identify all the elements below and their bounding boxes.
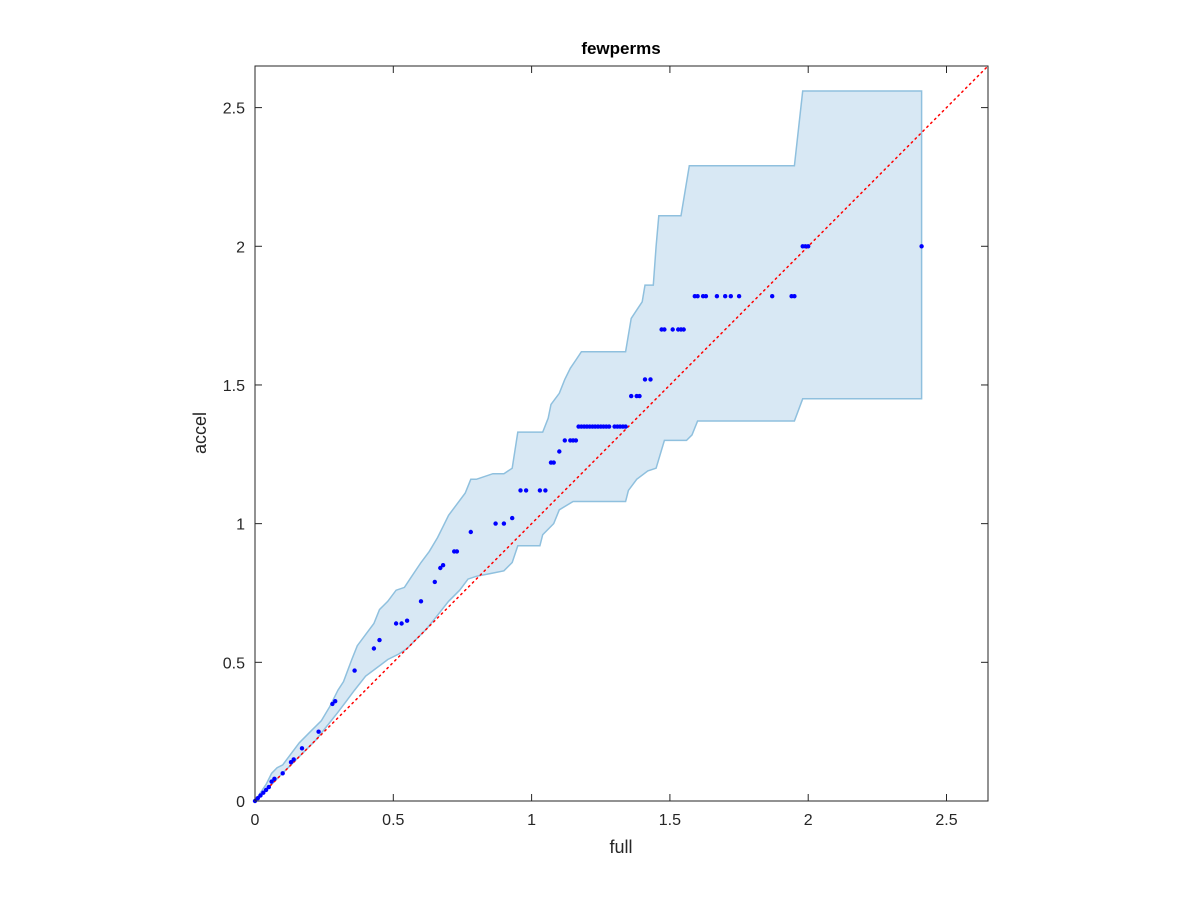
reference-line-layer: [254, 65, 989, 802]
data-point: [723, 294, 728, 299]
confidence-band-area: [254, 90, 923, 802]
y-tick-label: 1.5: [223, 378, 245, 395]
data-point: [606, 424, 612, 429]
data-point: [543, 488, 548, 493]
reference-line: [254, 65, 989, 802]
data-point: [299, 746, 305, 751]
data-point: [551, 460, 556, 465]
data-point: [792, 294, 797, 299]
data-point: [510, 515, 515, 521]
y-tick-label: 2: [236, 239, 245, 256]
data-point: [432, 579, 437, 585]
data-point: [468, 529, 473, 535]
data-point: [316, 729, 321, 734]
y-tick-label: 1: [236, 517, 245, 534]
data-point: [695, 294, 700, 299]
data-point: [404, 618, 410, 623]
y-ticks: 0 0.5 1 1.5 2 2.5: [223, 101, 988, 811]
y-tick-label: 2.5: [223, 101, 245, 118]
data-point: [440, 563, 446, 568]
confidence-band: [254, 90, 923, 802]
data-point: [371, 646, 377, 651]
x-tick-label: 1: [527, 812, 536, 829]
data-point: [670, 327, 675, 332]
axes-box: [254, 65, 989, 802]
data-point: [438, 565, 443, 571]
data-point: [770, 294, 775, 299]
chart-title: fewperms: [581, 39, 660, 58]
x-tick-label: 2: [804, 812, 813, 829]
data-point: [263, 787, 269, 793]
x-tick-label: 1.5: [659, 812, 681, 829]
data-point: [352, 668, 357, 673]
data-point: [333, 699, 338, 704]
data-point: [255, 796, 260, 801]
data-point: [493, 521, 498, 526]
x-tick-label: 2.5: [935, 812, 957, 829]
data-point: [703, 294, 709, 299]
data-point: [261, 790, 266, 795]
data-point: [557, 449, 562, 454]
data-point: [642, 377, 648, 382]
data-point: [258, 793, 263, 798]
data-point: [280, 771, 285, 776]
data-point: [266, 784, 271, 790]
data-point: [418, 599, 424, 604]
data-point: [573, 438, 579, 443]
data-point: [518, 488, 523, 493]
y-axis-label: accel: [190, 412, 210, 454]
data-point: [714, 294, 720, 299]
data-point: [562, 438, 567, 443]
data-point: [291, 757, 296, 762]
x-tick-label: 0: [251, 812, 260, 829]
data-point: [330, 701, 335, 707]
x-tick-label: 0.5: [382, 812, 404, 829]
data-point: [662, 327, 667, 332]
data-point: [501, 521, 507, 526]
data-point: [919, 244, 924, 249]
data-point: [272, 776, 277, 781]
data-point: [377, 637, 382, 643]
data-point: [523, 488, 529, 493]
data-point: [736, 294, 742, 299]
data-point: [288, 760, 294, 765]
y-tick-label: 0: [236, 794, 245, 811]
data-point: [269, 779, 274, 784]
x-ticks: 0 0.5 1 1.5 2 2.5: [251, 66, 958, 829]
data-points: [252, 244, 924, 804]
data-point: [629, 393, 634, 399]
x-axis-label: full: [609, 837, 632, 857]
data-point: [806, 244, 811, 249]
y-tick-label: 0.5: [223, 655, 245, 672]
data-point: [637, 393, 642, 399]
data-point: [454, 549, 460, 554]
data-point: [728, 294, 733, 299]
data-point: [399, 621, 404, 626]
data-point: [537, 488, 543, 493]
data-point: [623, 424, 628, 429]
data-point: [681, 327, 686, 332]
data-point: [393, 621, 399, 626]
data-point: [648, 377, 653, 382]
